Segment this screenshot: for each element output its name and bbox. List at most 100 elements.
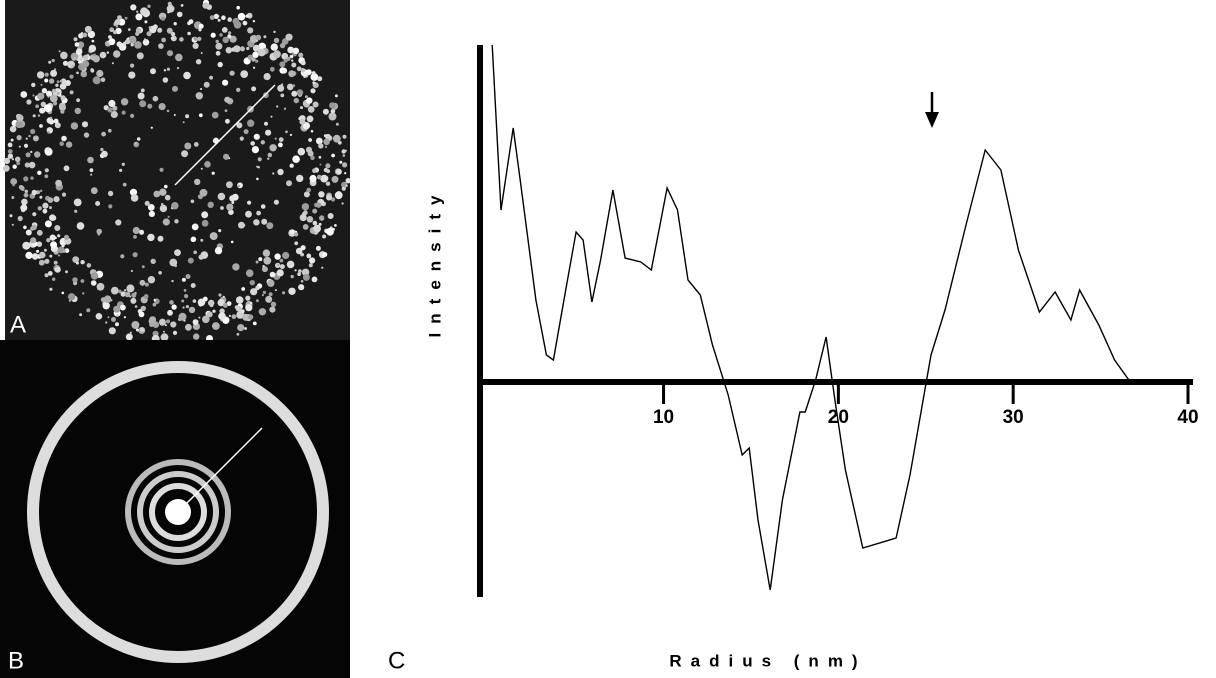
speckle	[280, 94, 284, 98]
speckle	[62, 193, 66, 197]
speckle	[100, 52, 107, 59]
speckle	[291, 63, 296, 68]
speckle	[240, 70, 248, 78]
speckle	[39, 124, 43, 128]
speckle	[286, 180, 292, 186]
speckle	[262, 265, 264, 267]
speckle	[62, 249, 65, 252]
speckle	[181, 150, 188, 157]
speckle	[82, 292, 84, 294]
speckle	[177, 67, 179, 69]
speckle	[151, 127, 153, 129]
speckle	[252, 52, 258, 58]
speckle	[161, 17, 165, 21]
speckle	[342, 202, 344, 204]
speckle	[256, 261, 259, 264]
speckle	[313, 102, 319, 108]
speckle	[293, 84, 296, 87]
speckle	[288, 288, 295, 295]
speckle	[149, 322, 154, 327]
speckle	[46, 148, 50, 152]
speckle	[233, 45, 240, 52]
speckle	[184, 294, 188, 298]
speckle	[199, 113, 203, 117]
speckle	[218, 62, 223, 67]
speckle	[225, 119, 230, 124]
speckle	[212, 112, 219, 119]
speckle	[159, 319, 166, 326]
speckle	[71, 122, 78, 129]
speckle	[290, 55, 293, 58]
speckle	[318, 143, 323, 148]
speckle	[274, 38, 279, 43]
speckle	[55, 267, 61, 273]
speckle	[331, 154, 335, 158]
speckle	[169, 300, 174, 305]
speckle	[149, 211, 155, 217]
speckle	[128, 28, 131, 31]
speckle	[308, 151, 314, 157]
speckle	[218, 293, 221, 296]
speckle	[294, 98, 299, 103]
speckle	[201, 168, 203, 170]
speckle	[163, 77, 169, 83]
speckle	[11, 139, 14, 142]
speckle	[183, 306, 185, 308]
micrograph-a	[3, 0, 351, 343]
speckle	[271, 116, 273, 118]
speckle	[16, 114, 23, 121]
speckle	[300, 106, 303, 109]
speckle	[314, 203, 318, 207]
speckle	[181, 4, 184, 7]
speckle	[261, 140, 265, 144]
speckle	[194, 142, 199, 147]
speckle	[53, 196, 59, 202]
speckle	[236, 296, 244, 304]
speckle	[115, 219, 121, 225]
speckle	[285, 130, 288, 133]
speckle	[79, 313, 82, 316]
speckle	[280, 264, 285, 269]
speckle	[11, 196, 14, 199]
speckle	[230, 71, 235, 76]
speckle	[167, 5, 175, 13]
speckle	[339, 161, 342, 164]
speckle	[296, 175, 303, 182]
speckle	[144, 20, 147, 23]
speckle	[281, 68, 287, 74]
speckle	[323, 139, 330, 146]
speckle	[334, 224, 337, 227]
speckle	[74, 199, 82, 207]
speckle	[70, 90, 74, 94]
speckle	[82, 60, 89, 67]
speckle	[238, 13, 246, 21]
speckle	[323, 109, 329, 115]
speckle	[201, 52, 203, 54]
speckle	[131, 293, 136, 298]
speckle	[199, 255, 204, 260]
speckle	[218, 19, 221, 22]
speckle	[325, 163, 330, 168]
speckle	[45, 168, 49, 172]
speckle	[81, 279, 85, 283]
speckle	[160, 205, 167, 212]
speckle	[344, 172, 346, 174]
speckle	[17, 135, 22, 140]
intensity-line	[492, 45, 1130, 590]
speckle	[20, 204, 27, 211]
speckle	[32, 190, 37, 195]
speckle	[288, 70, 295, 77]
speckle	[95, 201, 100, 206]
speckle	[306, 188, 311, 193]
speckle	[309, 175, 316, 182]
speckle	[325, 146, 327, 148]
speckle	[226, 47, 232, 53]
speckle	[215, 43, 222, 50]
speckle	[136, 11, 138, 13]
speckle	[128, 72, 135, 79]
speckle	[187, 32, 191, 36]
speckle	[182, 278, 186, 282]
speckle	[174, 22, 177, 25]
speckle	[309, 257, 315, 263]
speckle	[258, 166, 260, 168]
